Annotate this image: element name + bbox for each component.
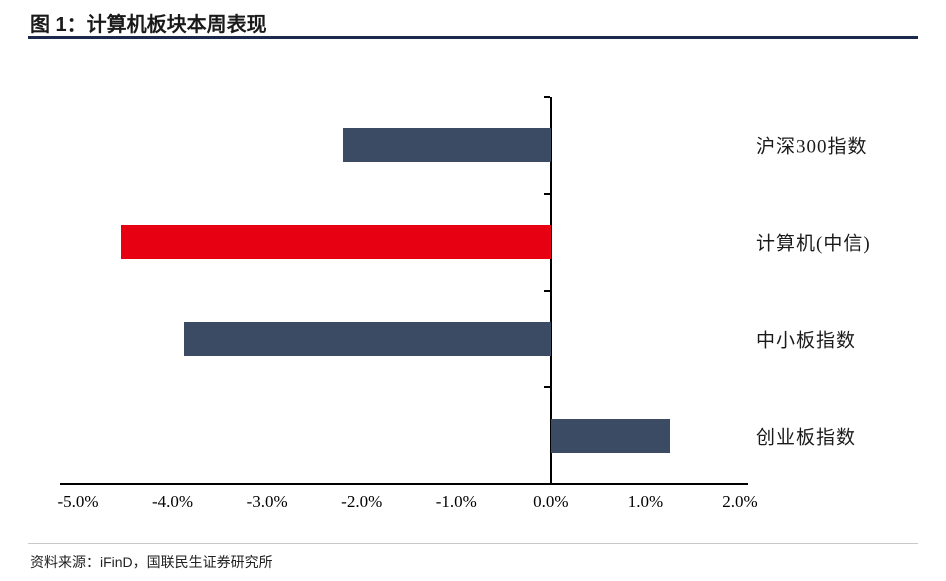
zero-axis-line xyxy=(549,97,552,484)
y-axis-tick xyxy=(543,192,550,195)
x-axis-tick-label: -3.0% xyxy=(246,492,288,511)
y-axis-tick xyxy=(543,289,550,292)
x-axis-tick-label: -1.0% xyxy=(435,492,477,511)
x-axis-tick-label: 0.0% xyxy=(533,492,569,511)
category-label: 中小板指数 xyxy=(756,330,857,352)
x-axis-tick-label: -5.0% xyxy=(57,492,99,511)
x-axis-labels: -5.0% -4.0% -3.0% -2.0% -1.0% 0.0% 1.0% 2.0% xyxy=(57,492,757,518)
x-axis-tick-label: -4.0% xyxy=(152,492,194,511)
source-note: 资料来源：iFinD，国联民生证券研究所 xyxy=(30,554,273,570)
x-axis-tick-label: 1.0% xyxy=(627,492,664,511)
bar-沪深300指数 xyxy=(342,128,551,163)
category-label: 沪深300指数 xyxy=(756,136,868,158)
bar-创业板指数 xyxy=(550,418,670,453)
category-label: 计算机(中信) xyxy=(756,233,871,255)
footer-divider xyxy=(28,543,918,544)
y-axis-tick xyxy=(543,386,550,389)
category-labels: 沪深300指数 计算机(中信) 中小板指数创业板指数 xyxy=(756,97,941,484)
category-label: 创业板指数 xyxy=(756,427,857,449)
bar-中小板指数 xyxy=(183,321,551,356)
x-axis-tick-label: 2.0% xyxy=(722,492,758,511)
figure-title: 图 1：计算机板块本周表现 xyxy=(30,14,267,36)
bar-计算机(中信) xyxy=(120,225,551,260)
title-divider xyxy=(28,36,918,39)
plot-area xyxy=(78,96,740,485)
x-axis-tick-label: -2.0% xyxy=(341,492,383,511)
y-axis-tick xyxy=(543,96,550,98)
x-axis-line xyxy=(60,483,748,485)
